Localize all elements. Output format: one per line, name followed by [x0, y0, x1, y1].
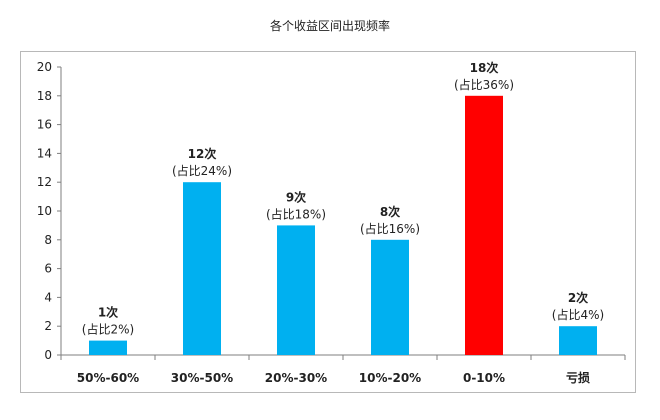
bar-count-label: 12次: [188, 146, 217, 161]
bar-share-label: (占比18%): [266, 206, 326, 221]
y-tick-label: 12: [37, 175, 52, 189]
bar-count-label: 8次: [380, 204, 400, 219]
chart-frame: 0 2 4 6 8 10 12 14 16 18 20 1次 (占比2%) 50%-60% 12次 (占比24…: [20, 51, 636, 393]
y-tick-label: 18: [37, 89, 52, 103]
bar-share-label: (占比24%): [172, 163, 232, 178]
x-category-label: 0-10%: [463, 371, 505, 385]
bar-share-label: (占比16%): [360, 221, 420, 236]
x-category-label: 亏损: [566, 370, 590, 385]
bar: [89, 340, 127, 355]
y-tick-label: 20: [37, 60, 52, 74]
bar-share-label: (占比36%): [454, 77, 514, 92]
bar-share-label: (占比4%): [552, 307, 604, 322]
bar: [371, 239, 409, 355]
x-category-label: 30%-50%: [171, 371, 233, 385]
y-tick-label: 10: [37, 204, 52, 218]
bar: [465, 95, 503, 356]
y-tick-label: 14: [37, 146, 52, 160]
bar: [277, 225, 315, 355]
chart-title: 各个收益区间出现频率: [269, 19, 390, 33]
x-category-label: 10%-20%: [359, 371, 421, 385]
bar-share-label: (占比2%): [82, 322, 134, 337]
bar-count-label: 9次: [286, 189, 306, 204]
y-tick-label: 0: [44, 348, 52, 362]
y-tick-label: 2: [44, 319, 52, 333]
bar-count-label: 18次: [470, 60, 499, 75]
y-tick-label: 8: [44, 233, 52, 247]
y-tick-label: 6: [44, 262, 52, 276]
bar-count-label: 1次: [98, 305, 118, 320]
bar: [183, 182, 221, 355]
y-tick-label: 4: [44, 290, 52, 304]
bar-chart: 0 2 4 6 8 10 12 14 16 18 20 1次 (占比2%) 50%-60% 12次 (占比24…: [37, 60, 626, 385]
bar-count-label: 2次: [568, 290, 588, 305]
x-category-label: 20%-30%: [265, 371, 327, 385]
x-category-label: 50%-60%: [77, 371, 139, 385]
y-tick-label: 16: [37, 118, 52, 132]
bar: [559, 326, 597, 355]
